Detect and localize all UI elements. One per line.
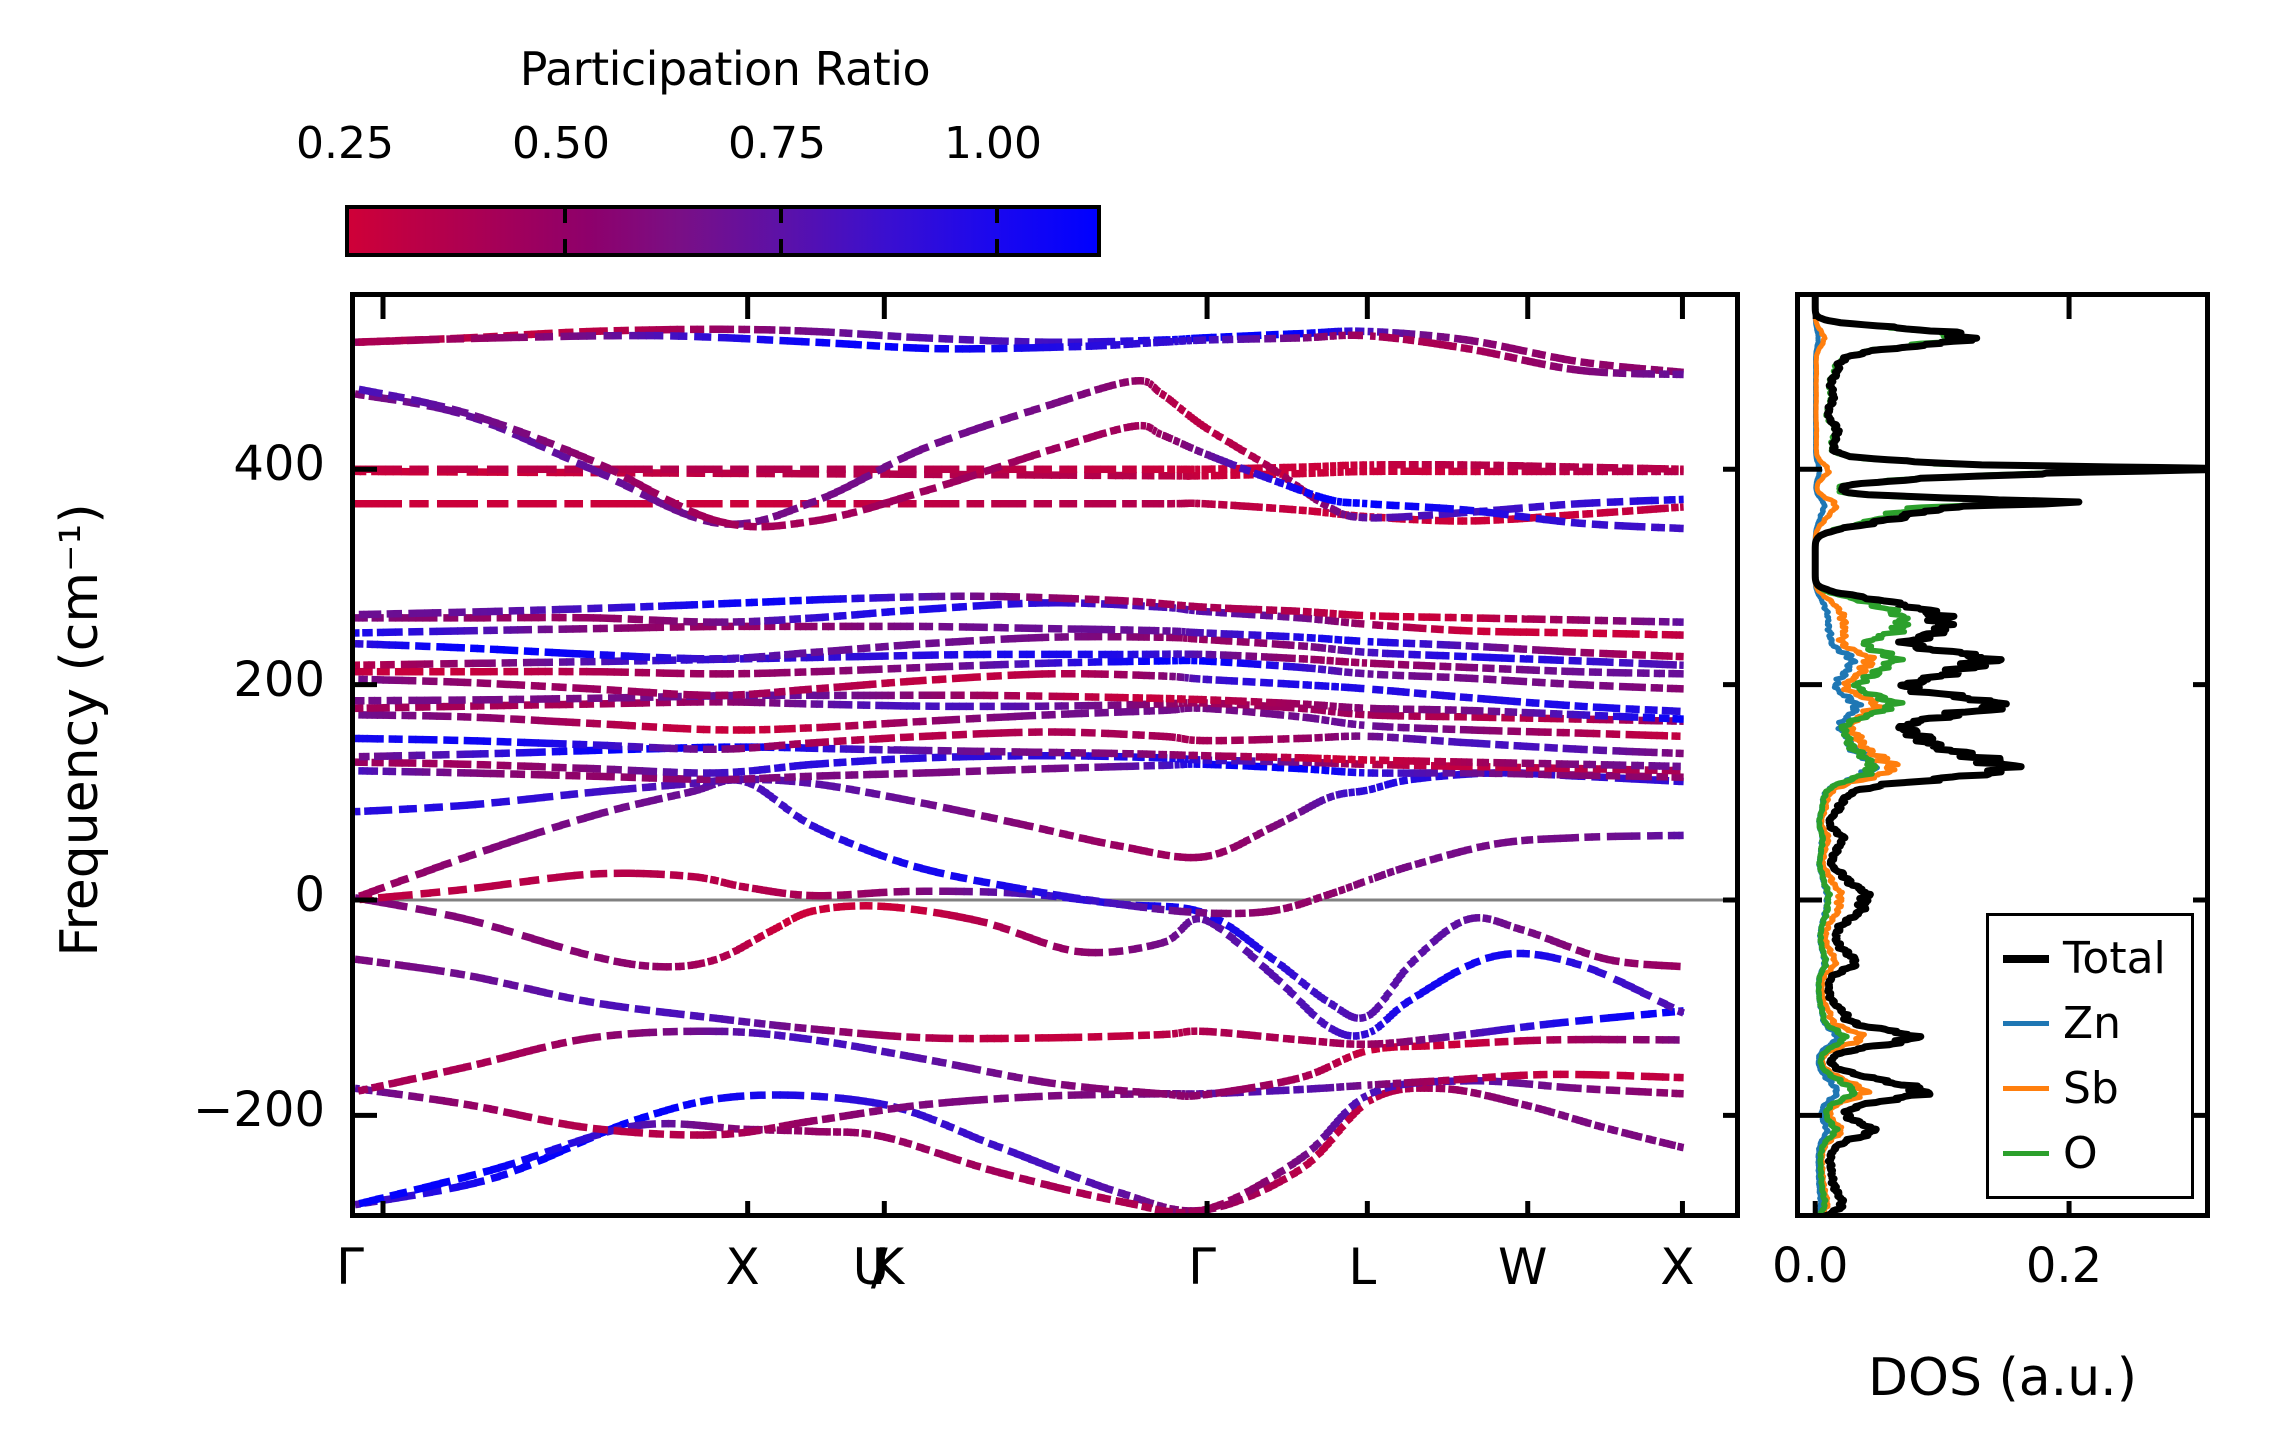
dos-axis-tick-labels: 0.0 0.2 [1700, 1238, 2260, 1328]
colorbar-tick-mark [994, 209, 999, 223]
legend-entry-o[interactable]: O [1989, 1121, 2191, 1186]
legend-swatch-zn-icon [2003, 1021, 2049, 1026]
dos-legend: Total Zn Sb O [1986, 913, 2194, 1199]
legend-swatch-o-icon [2003, 1151, 2049, 1156]
colorbar-tick-mark [778, 239, 783, 253]
phonon-band [355, 728, 1684, 758]
dos-curve-total [1811, 297, 2205, 1213]
kpath-tick-label-5: W [1498, 1238, 1548, 1296]
phonon-band [355, 1070, 1684, 1139]
kpath-tick-label-0: Γ [336, 1238, 364, 1296]
colorbar-title: Participation Ratio [519, 42, 931, 96]
kpath-tick-label-3: Γ [1188, 1238, 1216, 1296]
colorbar-tick-label-3: 1.00 [943, 118, 1042, 169]
phonon-band [355, 632, 1684, 669]
kpath-tick-label-1: X [725, 1238, 760, 1296]
legend-label: Zn [2063, 997, 2122, 1049]
dos-axis-label: DOS (a.u.) [1868, 1348, 2137, 1408]
legend-label: O [2063, 1127, 2098, 1179]
participation-ratio-colorbar [345, 205, 1101, 257]
phonon-band [358, 592, 1684, 626]
frequency-tick-label-3: −200 [193, 1082, 325, 1139]
dos-tick-label-1: 0.2 [2025, 1238, 2103, 1294]
phonon-band [358, 743, 1681, 771]
colorbar-tick-labels: 0.25 0.50 0.75 1.00 [296, 118, 1105, 174]
colorbar-tick-mark [562, 209, 567, 223]
kpath-tick-label-6: X [1660, 1238, 1695, 1296]
legend-swatch-sb-icon [2003, 1086, 2049, 1091]
phonon-band [355, 622, 1684, 661]
frequency-tick-label-2: 0 [294, 866, 325, 923]
frequency-tick-label-0: 400 [233, 436, 325, 493]
frequency-axis-tick-labels: 400 200 0 −200 [140, 0, 325, 1250]
phonon-band-structure-panel [350, 292, 1740, 1218]
colorbar-tick-label-2: 0.75 [727, 118, 826, 169]
dos-tick-label-0: 0.0 [1772, 1238, 1849, 1294]
phonon-band [355, 751, 1681, 777]
phonon-band [358, 776, 1684, 918]
phonon-band [358, 669, 1681, 716]
kpath-tick-label-4: L [1348, 1238, 1377, 1296]
phonon-band [355, 460, 1684, 474]
legend-entry-zn[interactable]: Zn [1989, 991, 2191, 1056]
phonon-band [355, 955, 1684, 1049]
frequency-axis-label: Frequency (cm⁻¹) [50, 503, 110, 957]
phonon-band [355, 1084, 1685, 1213]
colorbar-tick-label-0: 0.25 [296, 118, 394, 169]
legend-swatch-total-icon [2003, 954, 2049, 963]
legend-label: Sb [2063, 1062, 2119, 1114]
phonon-band [358, 1077, 1684, 1213]
phonon-band [355, 376, 1684, 529]
legend-label: Total [2063, 932, 2166, 984]
dos-plot [1800, 297, 2205, 1213]
phonon-band [355, 691, 1684, 723]
colorbar-tick-mark [562, 239, 567, 253]
phonon-band [358, 385, 1684, 533]
phonon-band [355, 656, 1684, 693]
phonon-band [358, 331, 1684, 379]
phonon-band [358, 760, 1684, 784]
frequency-tick-label-1: 200 [233, 651, 325, 708]
phonon-band [358, 704, 1681, 740]
legend-entry-total[interactable]: Total [1989, 926, 2191, 991]
legend-entry-sb[interactable]: Sb [1989, 1056, 2191, 1121]
phonon-band [357, 1027, 1680, 1100]
band-structure-plot [355, 297, 1735, 1213]
colorbar-tick-mark [778, 209, 783, 223]
colorbar-tick-mark [994, 239, 999, 253]
kpath-axis-tick-labels: Γ X U / K Γ L W X [336, 1238, 1695, 1296]
colorbar-tick-label-1: 0.50 [512, 118, 610, 169]
